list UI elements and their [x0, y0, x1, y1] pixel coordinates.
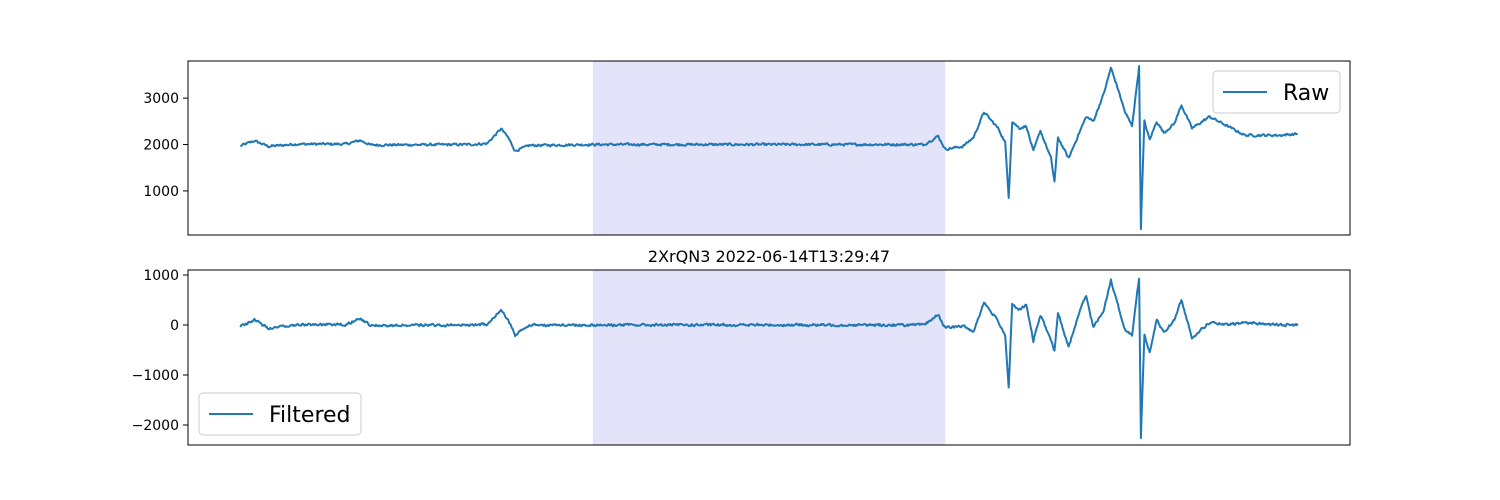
y-tick-label: −2000 — [132, 418, 179, 434]
legend-box — [1212, 70, 1341, 114]
legend-label: Raw — [1283, 81, 1329, 106]
y-tick-label: 0 — [170, 318, 179, 334]
legend-box — [198, 392, 362, 436]
axes-frame — [187, 269, 1351, 446]
raw-axes: 1000 2000 3000 Raw — [143, 60, 1351, 236]
legend: Raw — [1212, 70, 1341, 114]
highlight-span — [592, 61, 946, 235]
chart-title: 2XrQN3 2022-06-14T13:29:47 — [648, 247, 890, 266]
y-tick-label: 1000 — [143, 184, 179, 200]
series-line-filtered — [239, 277, 1299, 440]
y-tick-label: 2000 — [143, 138, 179, 154]
y-tick-label: 3000 — [143, 91, 179, 107]
axes-frame — [187, 60, 1351, 236]
highlight-span — [592, 270, 946, 445]
filtered-axes: −2000 −1000 0 1000 2XrQN3 2022-06-14T13:29:4… — [132, 247, 1351, 446]
y-tick-label: −1000 — [132, 368, 179, 384]
legend-label: Filtered — [269, 403, 351, 428]
y-tick-label: 1000 — [143, 268, 179, 284]
legend: Filtered — [198, 392, 362, 436]
series-line-raw — [239, 65, 1299, 231]
